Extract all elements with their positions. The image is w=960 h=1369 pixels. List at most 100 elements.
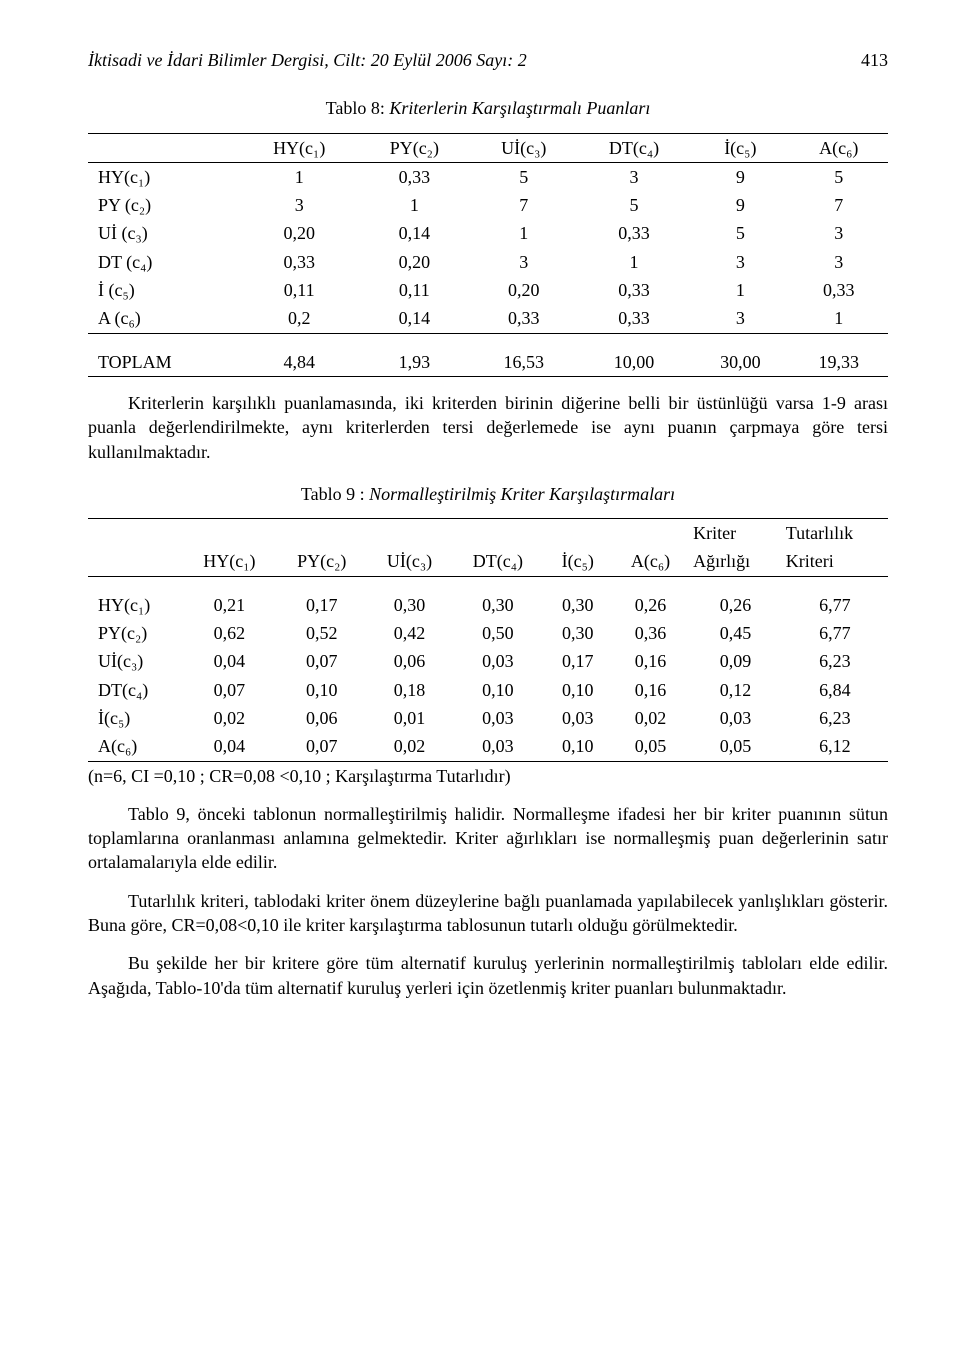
page-header: İktisadi ve İdari Bilimler Dergisi, Cilt…: [88, 48, 888, 72]
table9-cell: 0,36: [612, 619, 689, 647]
journal-title: İktisadi ve İdari Bilimler Dergisi, Cilt…: [88, 48, 527, 72]
table8-total-cell: 4,84: [240, 348, 358, 377]
table9-cell: 0,12: [689, 676, 782, 704]
table9-header-row1: Kriter Tutarlılık: [88, 519, 888, 548]
table8-cell: 3: [471, 248, 577, 276]
table9-cell: 0,04: [182, 732, 276, 761]
table8-row-label: PY (c₂): [88, 191, 240, 219]
table9-row-label: HY(c₁): [88, 591, 182, 619]
table-row: DT(c₄) 0,07 0,10 0,18 0,10 0,10 0,16 0,1…: [88, 676, 888, 704]
table9-cell: 0,10: [277, 676, 367, 704]
table9-extra-header: Kriter: [689, 519, 782, 548]
paragraph-4: Bu şekilde her bir kritere göre tüm alte…: [88, 951, 888, 1000]
table-row: Uİ(c₃) 0,04 0,07 0,06 0,03 0,17 0,16 0,0…: [88, 647, 888, 675]
table9-cell: 0,06: [277, 704, 367, 732]
table9-caption-title: Normalleştirilmiş Kriter Karşılaştırmala…: [369, 484, 675, 504]
table9-cell: 0,01: [367, 704, 452, 732]
table9-cell: 6,77: [782, 619, 888, 647]
table8-col-header: PY(c₂): [358, 133, 471, 162]
table8-col-header: DT(c₄): [577, 133, 691, 162]
table8-cell: 0,20: [240, 219, 358, 247]
table8-cell: 0,11: [358, 276, 471, 304]
table8-sep: [88, 333, 888, 348]
table8-caption: Tablo 8: Kriterlerin Karşılaştırmalı Pua…: [88, 96, 888, 120]
table8-col-header: Uİ(c₃): [471, 133, 577, 162]
table9-cell: 0,26: [689, 591, 782, 619]
table9-cell: 0,21: [182, 591, 276, 619]
table9-cell: 0,10: [544, 676, 612, 704]
table9-cell: 0,02: [367, 732, 452, 761]
table9-col-header-blank: [367, 519, 452, 548]
table9-col-header-blank: [182, 519, 276, 548]
table9-col-header-blank: [452, 519, 544, 548]
table9-row-label: PY(c₂): [88, 619, 182, 647]
paragraph-1: Kriterlerin karşılıklı puanlamasında, ik…: [88, 391, 888, 464]
table8-row-label: Uİ (c₃): [88, 219, 240, 247]
table9-col-header: İ(c₅): [544, 547, 612, 576]
table-row: DT (c₄) 0,33 0,20 3 1 3 3: [88, 248, 888, 276]
table9-cell: 6,23: [782, 704, 888, 732]
table9-header-row2: HY(c₁) PY(c₂) Uİ(c₃) DT(c₄) İ(c₅) A(c₆) …: [88, 547, 888, 576]
table9-row-label: DT(c₄): [88, 676, 182, 704]
table8-total-cell: 19,33: [790, 348, 888, 377]
table8-col-header: HY(c₁): [240, 133, 358, 162]
table9-cell: 0,04: [182, 647, 276, 675]
table8-cell: 0,11: [240, 276, 358, 304]
table9-sep: [88, 576, 888, 591]
table9-cell: 0,07: [182, 676, 276, 704]
table9-extra-header: Ağırlığı: [689, 547, 782, 576]
table8: HY(c₁) PY(c₂) Uİ(c₃) DT(c₄) İ(c₅) A(c₆) …: [88, 133, 888, 377]
paragraph-2: Tablo 9, önceki tablonun normalleştirilm…: [88, 802, 888, 875]
table8-col-header: A(c₆): [790, 133, 888, 162]
table9-cell: 0,30: [367, 591, 452, 619]
table9-cell: 0,50: [452, 619, 544, 647]
table9-note: (n=6, CI =0,10 ; CR=0,08 <0,10 ; Karşıla…: [88, 764, 888, 788]
table8-cell: 3: [691, 248, 789, 276]
table8-cell: 3: [790, 219, 888, 247]
table9-cell: 0,30: [452, 591, 544, 619]
table8-cell: 0,2: [240, 304, 358, 333]
table8-cell: 0,33: [577, 219, 691, 247]
table9-corner: [88, 547, 182, 576]
table8-cell: 1: [358, 191, 471, 219]
table8-cell: 1: [471, 219, 577, 247]
table-row: HY(c₁) 0,21 0,17 0,30 0,30 0,30 0,26 0,2…: [88, 591, 888, 619]
table9-cell: 0,26: [612, 591, 689, 619]
table9-corner: [88, 519, 182, 548]
table8-cell: 9: [691, 191, 789, 219]
table8-cell: 1: [577, 248, 691, 276]
table9-cell: 0,52: [277, 619, 367, 647]
table8-cell: 5: [790, 162, 888, 191]
table8-caption-title: Kriterlerin Karşılaştırmalı Puanları: [389, 98, 650, 118]
table8-cell: 0,33: [471, 304, 577, 333]
table9-cell: 0,18: [367, 676, 452, 704]
table8-row-label: A (c₆): [88, 304, 240, 333]
table8-cell: 5: [691, 219, 789, 247]
paragraph-3: Tutarlılık kriteri, tablodaki kriter öne…: [88, 889, 888, 938]
table9-cell: 0,17: [277, 591, 367, 619]
table9-cell: 0,10: [452, 676, 544, 704]
table9-cell: 0,62: [182, 619, 276, 647]
table9-col-header: DT(c₄): [452, 547, 544, 576]
table9-cell: 0,03: [689, 704, 782, 732]
table9-cell: 0,03: [452, 704, 544, 732]
table9-col-header-blank: [612, 519, 689, 548]
table9-cell: 0,06: [367, 647, 452, 675]
table9: Kriter Tutarlılık HY(c₁) PY(c₂) Uİ(c₃) D…: [88, 518, 888, 761]
table8-cell: 0,33: [577, 276, 691, 304]
table8-cell: 1: [691, 276, 789, 304]
table8-cell: 0,33: [358, 162, 471, 191]
table-row: A(c₆) 0,04 0,07 0,02 0,03 0,10 0,05 0,05…: [88, 732, 888, 761]
table9-col-header: Uİ(c₃): [367, 547, 452, 576]
table9-caption: Tablo 9 : Normalleştirilmiş Kriter Karşı…: [88, 482, 888, 506]
table8-cell: 0,20: [471, 276, 577, 304]
table9-cell: 0,16: [612, 676, 689, 704]
table9-cell: 0,02: [612, 704, 689, 732]
table9-cell: 0,16: [612, 647, 689, 675]
page-number: 413: [861, 48, 888, 72]
table8-cell: 7: [790, 191, 888, 219]
table9-cell: 6,77: [782, 591, 888, 619]
table8-cell: 5: [471, 162, 577, 191]
table8-cell: 0,33: [240, 248, 358, 276]
table9-cell: 0,05: [612, 732, 689, 761]
